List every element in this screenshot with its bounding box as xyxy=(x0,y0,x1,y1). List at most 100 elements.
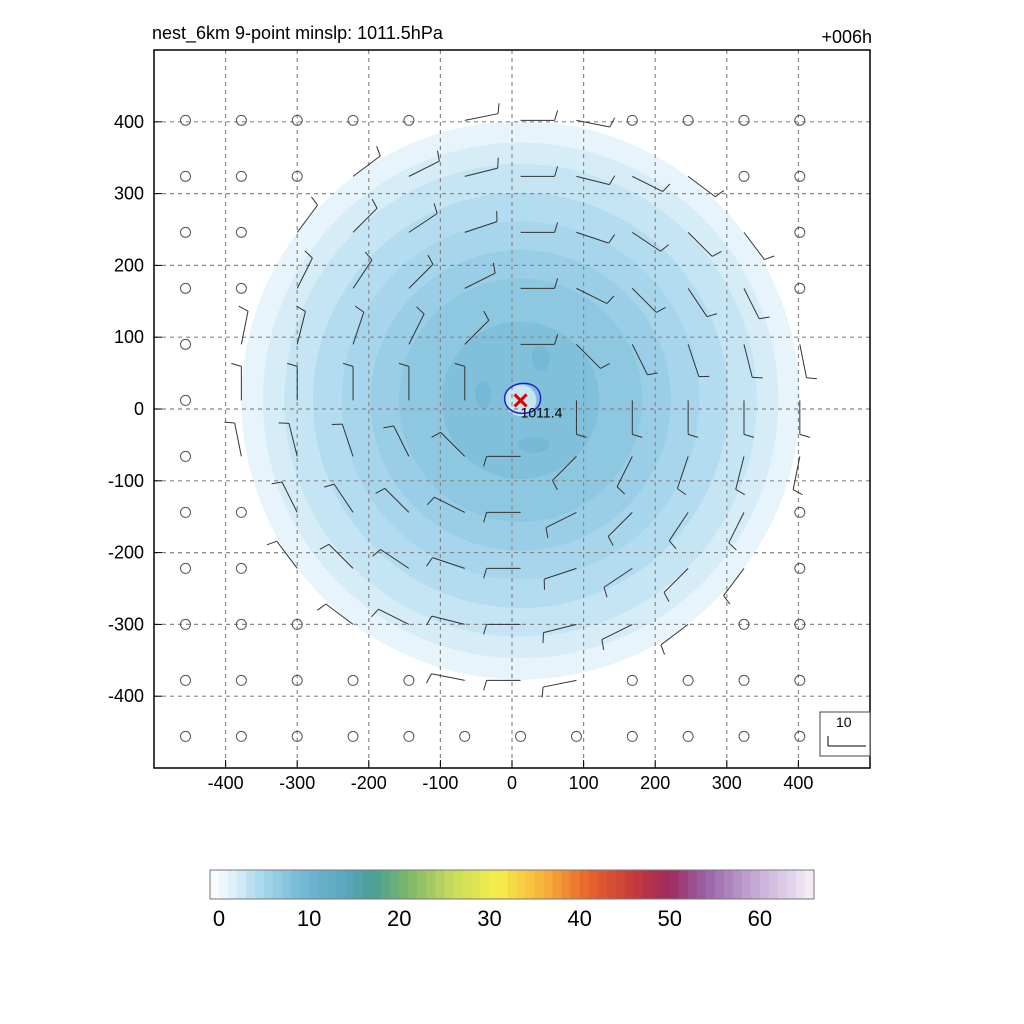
calm-wind-circle xyxy=(180,450,192,462)
y-tick-label: -200 xyxy=(108,543,144,563)
wind-barb-shaft xyxy=(296,311,306,345)
wind-barb-shaft xyxy=(607,512,633,537)
wind-barb-shaft xyxy=(440,431,466,457)
calm-wind-circle xyxy=(738,114,750,126)
colorbar-cell xyxy=(696,870,707,899)
colorbar-cell xyxy=(327,870,337,899)
wind-contour-band xyxy=(531,345,550,372)
wind-barb-feather xyxy=(764,255,775,261)
calm-wind-circle xyxy=(626,674,638,686)
wind-barb-shaft xyxy=(464,319,490,345)
calm-wind-circle xyxy=(235,114,247,126)
colorbar-tick-label: 50 xyxy=(658,906,682,931)
colorbar-cell xyxy=(264,870,274,899)
wind-barb-shaft xyxy=(687,344,700,377)
colorbar-cell xyxy=(354,870,364,899)
wind-barb-feather xyxy=(437,150,440,162)
calm-wind-circle xyxy=(235,226,247,238)
wind-barb-feather xyxy=(483,456,488,467)
wind-barb-feather xyxy=(545,527,549,538)
wind-barb-shaft xyxy=(408,263,434,289)
reference-vector-box: 10 xyxy=(819,711,871,757)
wind-barb-feather xyxy=(601,639,605,650)
wind-barb-feather xyxy=(711,251,722,257)
calm-wind-circle xyxy=(347,730,359,742)
calm-wind-circle xyxy=(180,282,192,294)
wind-barb-shaft xyxy=(676,456,689,489)
calm-wind-circle xyxy=(235,506,247,518)
colorbar-cell xyxy=(336,870,346,899)
wind-barb-shaft xyxy=(464,221,498,233)
wind-barb-shaft xyxy=(352,311,365,345)
wind-barb-shaft xyxy=(663,568,689,593)
x-tick-label: 100 xyxy=(569,773,599,793)
wind-barb-feather xyxy=(454,362,465,367)
wind-barb-shaft xyxy=(544,567,577,580)
wind-barb-feather xyxy=(310,196,319,206)
wind-barb-shaft xyxy=(576,175,610,186)
wind-barb-feather xyxy=(576,433,587,438)
wind-barb-feather xyxy=(663,592,670,602)
calm-wind-circle xyxy=(235,562,247,574)
wind-barb-shaft xyxy=(632,231,661,252)
wind-barb-shaft xyxy=(616,456,633,488)
wind-barb-shaft xyxy=(728,512,745,544)
wind-barb-feather xyxy=(426,496,435,506)
wind-barb-shaft xyxy=(276,540,298,569)
wind-barb-feather xyxy=(554,278,559,289)
wind-barb-feather xyxy=(554,166,559,177)
y-axis-ticks: 400 300 200 100 0 -100 -200 -300 -400 xyxy=(108,112,162,706)
colorbar-cell xyxy=(237,870,247,899)
wind-barb-shaft xyxy=(325,603,354,625)
colorbar-cell xyxy=(399,870,409,899)
calm-wind-circle xyxy=(235,282,247,294)
wind-barb-shaft xyxy=(408,313,425,345)
wind-barb-shaft xyxy=(668,512,689,541)
colorbar-cell xyxy=(480,870,491,899)
wind-barb-shaft xyxy=(545,511,577,529)
wind-barb-feather xyxy=(799,433,810,438)
calm-wind-circle xyxy=(291,674,303,686)
wind-barb-feather xyxy=(723,595,731,605)
wind-barb-shaft xyxy=(341,423,354,457)
wind-barb-feather xyxy=(607,536,614,546)
wind-barb-feather xyxy=(425,615,433,626)
colorbar-cell xyxy=(705,870,716,899)
colorbar-cell xyxy=(318,870,328,899)
calm-wind-circle xyxy=(794,170,806,182)
calm-wind-circle xyxy=(794,730,806,742)
colorbar-tick-label: 40 xyxy=(567,906,591,931)
colorbar-cell xyxy=(723,870,734,899)
wind-barb-feather xyxy=(398,362,410,367)
calm-wind-circle xyxy=(347,114,359,126)
colorbar-cell xyxy=(615,870,626,899)
wind-barb-shaft xyxy=(431,615,465,625)
colorbar-cell xyxy=(300,870,310,899)
wind-barb-feather xyxy=(383,425,394,429)
storm-center-marker xyxy=(513,393,528,408)
calm-wind-circle xyxy=(794,618,806,630)
colorbar-cell xyxy=(714,870,725,899)
colorbar-tick-label: 0 xyxy=(213,906,225,931)
wind-barb-feather xyxy=(616,486,626,495)
wind-barb-feather xyxy=(554,334,559,345)
colorbar-cell xyxy=(552,870,563,899)
colorbar-cell xyxy=(471,870,482,899)
wind-barb-feather xyxy=(554,222,559,233)
wind-contour-band xyxy=(475,380,492,409)
wind-barb-shaft xyxy=(543,623,577,634)
calm-wind-circle xyxy=(291,114,303,126)
colorbar-cell xyxy=(687,870,698,899)
colorbar-cell xyxy=(786,870,797,899)
calm-wind-circle xyxy=(291,618,303,630)
x-tick-label: 300 xyxy=(712,773,742,793)
wind-barb-shaft xyxy=(296,257,313,289)
calm-wind-circle xyxy=(682,730,694,742)
x-tick-label: -100 xyxy=(422,773,458,793)
wind-barb-shaft xyxy=(464,272,496,289)
wind-barb-feather xyxy=(431,431,441,438)
x-tick-label: 200 xyxy=(640,773,670,793)
wind-barb-shaft xyxy=(281,481,298,513)
wind-barb-feather xyxy=(296,305,306,312)
